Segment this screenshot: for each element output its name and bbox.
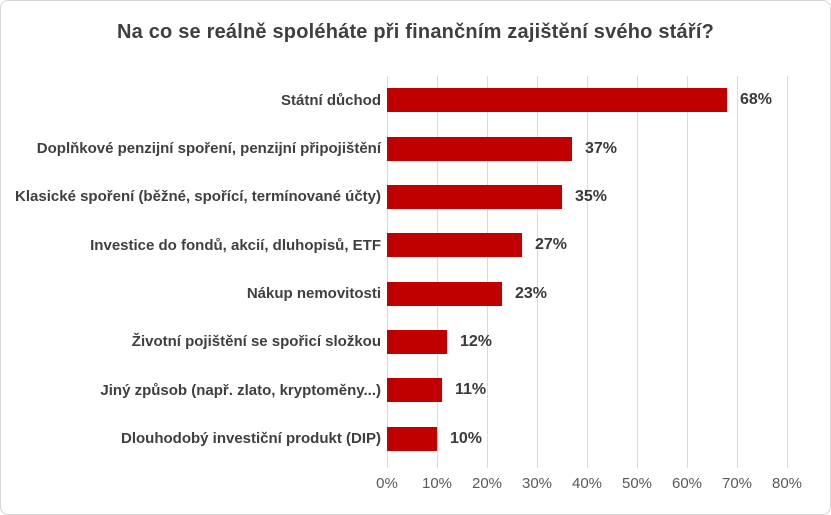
value-label: 37%: [585, 139, 618, 157]
gridline: [637, 76, 638, 468]
x-axis-tick-label: 80%: [771, 475, 803, 492]
x-axis-tick-label: 30%: [521, 475, 553, 492]
bar: [387, 184, 562, 209]
value-label: 12%: [460, 333, 493, 351]
bar: [387, 330, 447, 355]
category-label: Dlouhodobý investiční produkt (DIP): [121, 430, 381, 448]
x-axis-tick-label: 0%: [376, 475, 398, 492]
gridline: [437, 76, 438, 468]
bar: [387, 136, 572, 161]
bar: [387, 88, 727, 113]
gridline: [387, 76, 388, 468]
gridline: [487, 76, 488, 468]
value-label: 10%: [450, 429, 483, 447]
bar: [387, 233, 522, 258]
category-label: Nákup nemovitosti: [246, 285, 381, 303]
category-label: Životní pojištění se spořicí složkou: [131, 333, 381, 351]
x-axis-tick-label: 20%: [471, 475, 503, 492]
category-label: Jiný způsob (např. zlato, kryptoměny...): [100, 381, 381, 399]
value-label: 11%: [455, 381, 487, 399]
gridline: [537, 76, 538, 468]
x-axis-tick-label: 60%: [671, 475, 703, 492]
value-label: 68%: [740, 91, 773, 109]
x-axis-tick-label: 50%: [621, 475, 653, 492]
category-label: Doplňkové penzijní spoření, penzijní při…: [36, 139, 381, 157]
x-axis-tick-label: 40%: [571, 475, 603, 492]
category-label: Klasické spoření (běžné, spořící, termín…: [15, 188, 381, 206]
gridline: [687, 76, 688, 468]
bar: [387, 281, 502, 306]
category-label: Státní důchod: [281, 91, 381, 109]
category-label: Investice do fondů, akcií, dluhopisů, ET…: [90, 236, 381, 254]
gridline: [587, 76, 588, 468]
x-axis-tick-label: 10%: [421, 475, 453, 492]
bar: [387, 426, 437, 451]
bar: [387, 378, 442, 403]
chart-title: Na co se reálně spoléháte při finančním …: [116, 21, 715, 43]
x-axis-tick-label: 70%: [721, 475, 753, 492]
gridline: [737, 76, 738, 468]
gridline: [787, 76, 788, 468]
value-label: 35%: [575, 187, 608, 205]
value-label: 27%: [535, 236, 568, 254]
value-label: 23%: [515, 284, 548, 302]
